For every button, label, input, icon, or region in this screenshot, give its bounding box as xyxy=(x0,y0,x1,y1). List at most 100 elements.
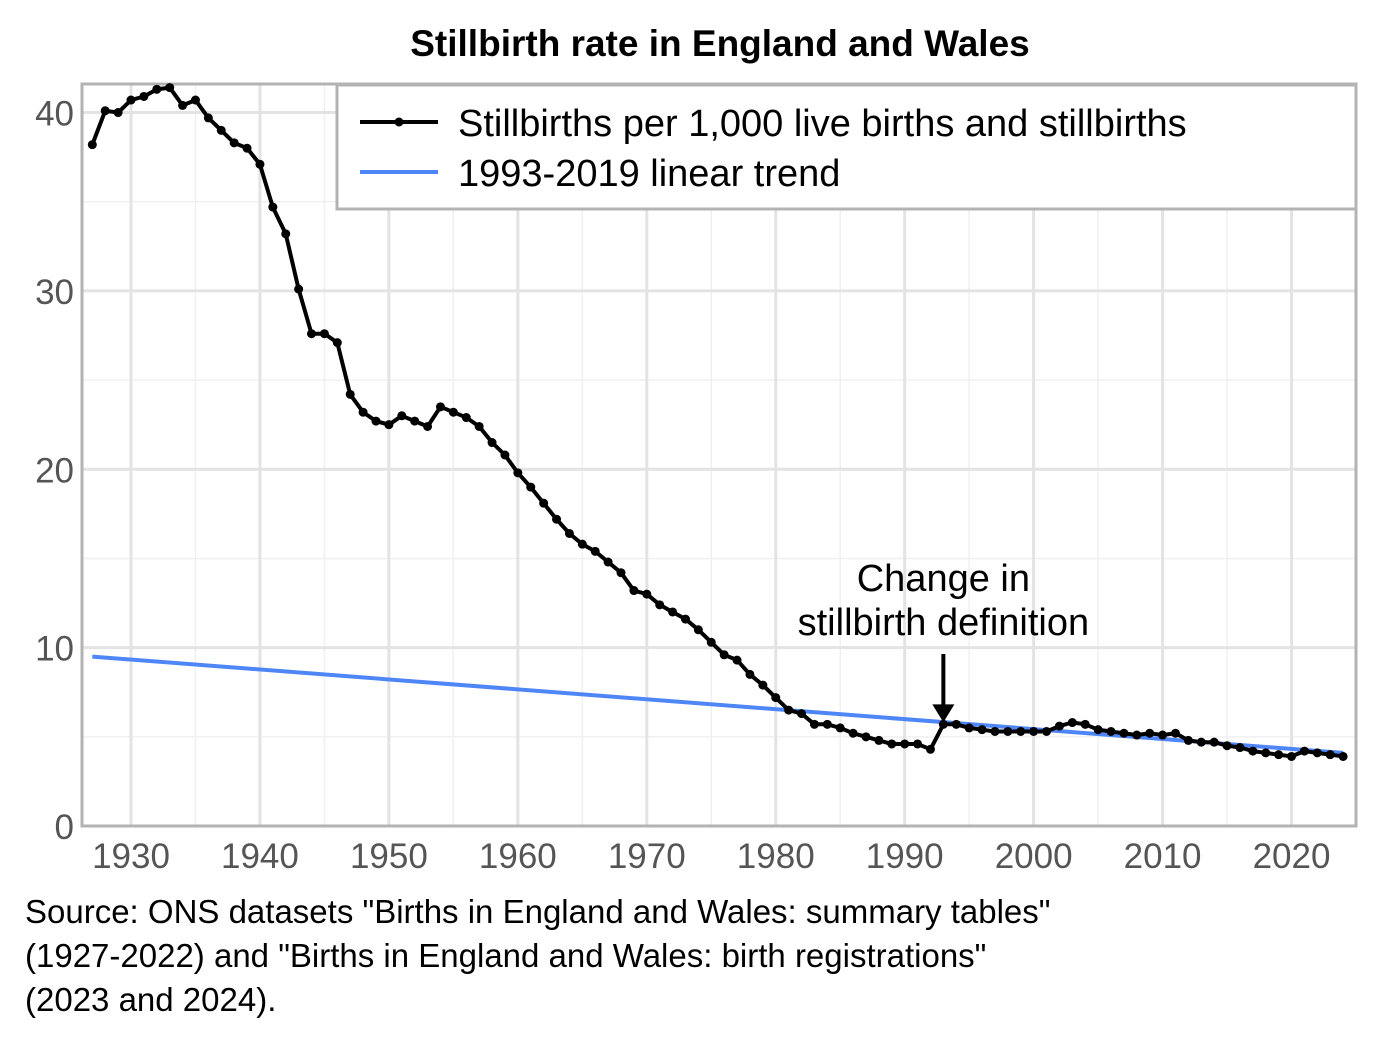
data-point xyxy=(1119,728,1129,738)
data-point xyxy=(771,693,781,703)
data-point xyxy=(1287,751,1297,761)
series-layer xyxy=(87,83,1348,761)
x-tick-label: 2020 xyxy=(1253,837,1331,876)
data-point xyxy=(203,113,213,123)
legend-label-stillbirths: Stillbirths per 1,000 live births and st… xyxy=(458,103,1187,145)
data-point xyxy=(977,725,987,735)
data-point xyxy=(848,728,858,738)
x-tick-label: 1980 xyxy=(737,837,815,876)
data-point xyxy=(384,420,394,430)
data-point xyxy=(1299,746,1309,756)
data-point xyxy=(784,705,794,715)
data-point xyxy=(281,229,291,239)
data-point xyxy=(809,719,819,729)
series-line-trend xyxy=(92,654,1344,755)
data-point xyxy=(474,421,484,431)
data-point xyxy=(668,607,678,617)
data-point xyxy=(1067,718,1077,728)
data-point xyxy=(319,329,329,339)
data-point xyxy=(603,557,613,567)
data-point xyxy=(435,402,445,412)
data-point xyxy=(1196,737,1206,747)
data-point xyxy=(242,143,252,153)
y-tick-label: 20 xyxy=(35,451,74,490)
data-point xyxy=(835,723,845,733)
data-point xyxy=(1003,726,1013,736)
data-point xyxy=(113,108,123,118)
data-point xyxy=(719,650,729,660)
data-point xyxy=(1042,726,1052,736)
x-tick-label: 2010 xyxy=(1124,837,1202,876)
data-point xyxy=(294,284,304,294)
data-point xyxy=(1093,725,1103,735)
data-point xyxy=(964,723,974,733)
data-point xyxy=(268,202,278,212)
data-point xyxy=(938,719,948,729)
data-point xyxy=(925,744,935,754)
y-tick-label: 30 xyxy=(35,273,74,312)
y-axis: 0 10 20 30 40 xyxy=(35,95,74,847)
data-point xyxy=(745,669,755,679)
data-point xyxy=(255,159,265,169)
data-point xyxy=(990,726,1000,736)
data-point xyxy=(1261,748,1271,758)
data-point xyxy=(1235,743,1245,753)
data-point xyxy=(887,739,897,749)
data-point xyxy=(371,416,381,426)
data-point xyxy=(797,709,807,719)
data-point xyxy=(861,732,871,742)
data-point xyxy=(693,625,703,635)
legend: Stillbirths per 1,000 live births and st… xyxy=(335,83,1358,211)
data-point xyxy=(590,546,600,556)
x-axis: 1930 1940 1950 1960 1970 1980 1990 2000 2010 2020 xyxy=(92,837,1330,876)
data-point xyxy=(1222,741,1232,751)
data-point xyxy=(1158,730,1168,740)
data-point xyxy=(1106,726,1116,736)
data-point xyxy=(229,138,239,148)
data-point xyxy=(1325,750,1335,760)
data-point xyxy=(358,407,368,417)
x-tick-label: 1930 xyxy=(92,837,170,876)
y-tick-label: 10 xyxy=(35,630,74,669)
y-tick-label: 0 xyxy=(55,808,74,847)
x-tick-label: 1960 xyxy=(479,837,557,876)
data-point xyxy=(165,83,175,93)
chart-title: Stillbirth rate in England and Wales xyxy=(410,23,1029,64)
data-point xyxy=(900,739,910,749)
data-point xyxy=(307,329,317,339)
data-point xyxy=(1170,728,1180,738)
data-point xyxy=(397,411,407,421)
source-note: Source: ONS datasets "Births in England … xyxy=(25,890,1365,1022)
data-point xyxy=(1080,719,1090,729)
annotation-arrow-head xyxy=(932,704,955,723)
data-point xyxy=(1312,748,1322,758)
annotation-text-line-1: Change in xyxy=(857,558,1030,600)
x-tick-label: 1970 xyxy=(608,837,686,876)
data-point xyxy=(1274,750,1284,760)
data-point xyxy=(1338,751,1348,761)
data-point xyxy=(564,528,574,538)
data-point xyxy=(1016,726,1026,736)
x-tick-label: 2000 xyxy=(995,837,1073,876)
x-tick-label: 1990 xyxy=(866,837,944,876)
data-point xyxy=(874,735,884,745)
legend-label-trend: 1993-2019 linear trend xyxy=(458,153,840,195)
data-point xyxy=(100,106,110,116)
data-point xyxy=(332,338,342,348)
data-point xyxy=(345,389,355,399)
data-point xyxy=(448,407,458,417)
data-point xyxy=(152,84,162,94)
data-point xyxy=(461,413,471,423)
data-point xyxy=(552,514,562,524)
data-point xyxy=(1248,746,1258,756)
y-tick-label: 40 xyxy=(35,95,74,134)
legend-box xyxy=(335,83,1358,211)
data-point xyxy=(732,655,742,665)
data-point xyxy=(706,637,716,647)
data-point xyxy=(1209,737,1219,747)
data-point xyxy=(410,416,420,426)
data-point xyxy=(1054,721,1064,731)
data-point xyxy=(139,91,149,101)
data-point xyxy=(577,539,587,549)
data-point xyxy=(758,680,768,690)
